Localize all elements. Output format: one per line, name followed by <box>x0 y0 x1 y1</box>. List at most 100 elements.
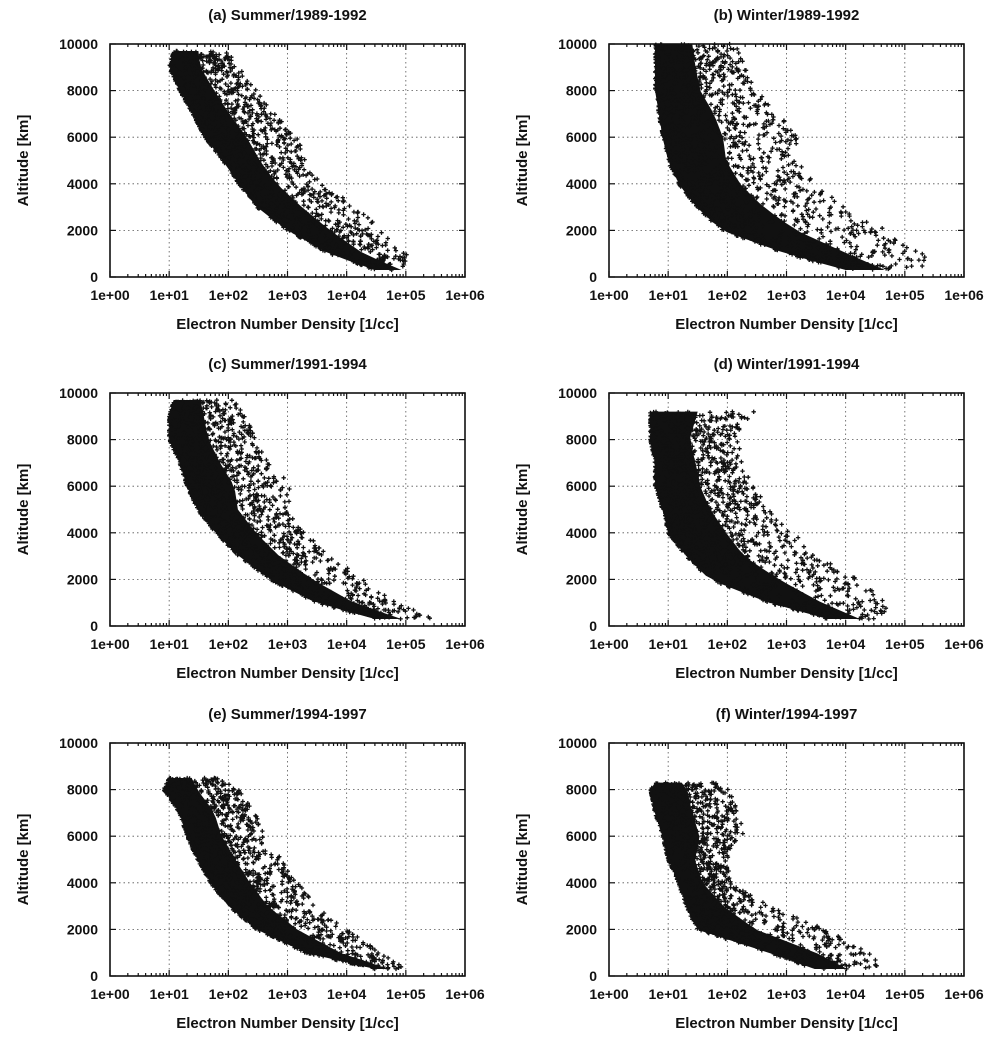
y-tick-label: 0 <box>90 618 98 634</box>
x-axis-label: Electron Number Density [1/cc] <box>176 665 399 682</box>
chart-title: (b) Winter/1989-1992 <box>714 7 860 24</box>
y-tick-label: 0 <box>90 269 98 285</box>
x-tick-label: 1e+06 <box>944 287 984 303</box>
y-tick-label: 0 <box>589 269 597 285</box>
x-tick-label: 1e+05 <box>885 986 925 1002</box>
y-tick-label: 6000 <box>566 129 597 145</box>
scatter-points <box>162 775 404 972</box>
y-tick-label: 6000 <box>566 828 597 844</box>
panel-1: (b) Winter/1989-1992 1e+00 1e+01 1e+02 1e+03… <box>514 7 984 333</box>
y-tick-label: 2000 <box>67 571 98 587</box>
scatter-points <box>648 409 889 622</box>
x-tick-label: 1e+00 <box>90 636 130 652</box>
x-tick-label: 1e+02 <box>708 636 748 652</box>
x-tick-label: 1e+04 <box>327 636 367 652</box>
x-tick-label: 1e+01 <box>649 636 689 652</box>
x-tick-label: 1e+03 <box>268 287 308 303</box>
scatter-series <box>167 48 409 273</box>
y-tick-label: 0 <box>90 968 98 984</box>
y-tick-label: 0 <box>589 618 597 634</box>
x-tick-label: 1e+02 <box>209 636 249 652</box>
x-tick-label: 1e+01 <box>150 287 190 303</box>
x-tick-label: 1e+06 <box>445 986 485 1002</box>
y-tick-label: 10000 <box>558 36 597 52</box>
scatter-points <box>167 48 409 273</box>
x-axis-label: Electron Number Density [1/cc] <box>675 665 898 682</box>
x-tick-label: 1e+02 <box>708 986 748 1002</box>
chart-title: (a) Summer/1989-1992 <box>208 7 366 24</box>
y-axis-label: Altitude [km] <box>514 115 531 207</box>
x-tick-label: 1e+00 <box>90 986 130 1002</box>
x-tick-label: 1e+00 <box>90 287 130 303</box>
y-tick-label: 4000 <box>566 875 597 891</box>
scatter-series <box>648 780 879 972</box>
x-tick-label: 1e+04 <box>826 986 866 1002</box>
x-tick-label: 1e+06 <box>944 636 984 652</box>
x-tick-label: 1e+04 <box>826 287 866 303</box>
y-tick-label: 10000 <box>558 385 597 401</box>
x-tick-label: 1e+05 <box>885 636 925 652</box>
x-tick-label: 1e+02 <box>209 986 249 1002</box>
x-tick-label: 1e+00 <box>589 986 629 1002</box>
y-tick-label: 2000 <box>566 921 597 937</box>
y-tick-label: 2000 <box>67 222 98 238</box>
y-tick-label: 8000 <box>67 432 98 448</box>
y-tick-label: 10000 <box>59 385 98 401</box>
y-tick-label: 4000 <box>566 176 597 192</box>
x-tick-label: 1e+00 <box>589 636 629 652</box>
x-axis-label: Electron Number Density [1/cc] <box>176 316 399 333</box>
x-tick-label: 1e+01 <box>150 636 190 652</box>
x-tick-label: 1e+03 <box>268 986 308 1002</box>
y-tick-label: 6000 <box>566 478 597 494</box>
x-tick-label: 1e+05 <box>386 986 426 1002</box>
chart-title: (e) Summer/1994-1997 <box>208 706 366 723</box>
x-tick-label: 1e+03 <box>767 986 807 1002</box>
y-axis-label: Altitude [km] <box>15 464 32 556</box>
x-axis-label: Electron Number Density [1/cc] <box>675 316 898 333</box>
panel-3: (d) Winter/1991-1994 1e+00 1e+01 1e+02 1e+03… <box>514 356 984 682</box>
chart-title: (c) Summer/1991-1994 <box>208 356 367 373</box>
scatter-series <box>167 397 432 622</box>
y-tick-label: 10000 <box>558 735 597 751</box>
x-tick-label: 1e+01 <box>649 287 689 303</box>
panel-5: (f) Winter/1994-1997 1e+00 1e+01 1e+02 1e+03… <box>514 706 984 1032</box>
y-axis-label: Altitude [km] <box>15 115 32 207</box>
y-tick-label: 4000 <box>67 176 98 192</box>
x-tick-label: 1e+04 <box>327 287 367 303</box>
x-tick-label: 1e+06 <box>944 986 984 1002</box>
x-tick-label: 1e+05 <box>885 287 925 303</box>
x-tick-label: 1e+05 <box>386 636 426 652</box>
y-tick-label: 8000 <box>566 83 597 99</box>
chart-title: (f) Winter/1994-1997 <box>716 706 858 723</box>
y-tick-label: 8000 <box>67 782 98 798</box>
y-tick-label: 2000 <box>67 921 98 937</box>
panel-2: (c) Summer/1991-1994 1e+00 1e+01 1e+02 1e+03… <box>15 356 485 682</box>
y-tick-label: 4000 <box>67 525 98 541</box>
y-tick-label: 6000 <box>67 129 98 145</box>
y-tick-label: 2000 <box>566 222 597 238</box>
x-tick-label: 1e+06 <box>445 636 485 652</box>
scatter-series <box>652 41 927 272</box>
scatter-points <box>648 780 879 972</box>
x-tick-label: 1e+04 <box>327 986 367 1002</box>
x-tick-label: 1e+03 <box>268 636 308 652</box>
panel-4: (e) Summer/1994-1997 1e+00 1e+01 1e+02 1e+03… <box>15 706 485 1032</box>
x-tick-label: 1e+01 <box>150 986 190 1002</box>
panel-0: (a) Summer/1989-1992 1e+00 1e+01 1e+02 1e+03… <box>15 7 485 333</box>
y-tick-label: 8000 <box>566 432 597 448</box>
y-tick-label: 6000 <box>67 478 98 494</box>
x-tick-label: 1e+03 <box>767 636 807 652</box>
x-tick-label: 1e+05 <box>386 287 426 303</box>
y-axis-label: Altitude [km] <box>514 814 531 906</box>
x-tick-label: 1e+02 <box>708 287 748 303</box>
x-tick-label: 1e+04 <box>826 636 866 652</box>
scatter-series <box>162 775 404 972</box>
y-tick-label: 10000 <box>59 36 98 52</box>
scatter-series <box>648 409 889 622</box>
y-tick-label: 8000 <box>566 782 597 798</box>
y-tick-label: 6000 <box>67 828 98 844</box>
x-tick-label: 1e+01 <box>649 986 689 1002</box>
y-tick-label: 4000 <box>67 875 98 891</box>
